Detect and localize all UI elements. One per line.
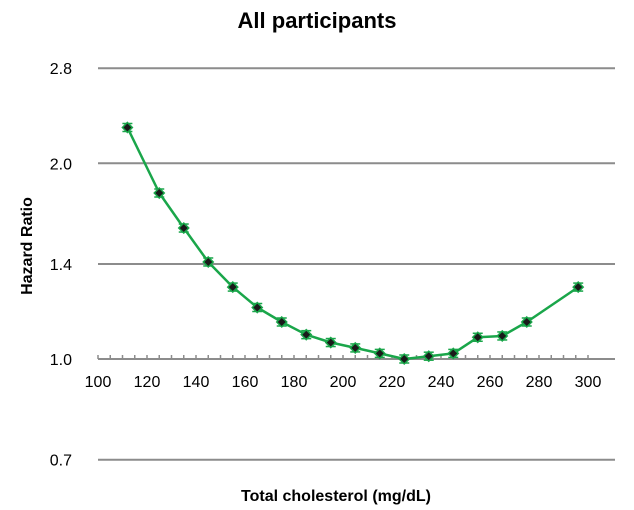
x-tick-label: 260 [477, 374, 504, 391]
series-line [126, 126, 579, 361]
gridlines [98, 67, 615, 461]
data-point [349, 341, 362, 354]
y-tick-labels: 0.7 1.0 1.4 2.0 2.8 [50, 61, 72, 469]
data-point [520, 315, 533, 329]
x-tick-label: 280 [526, 374, 553, 391]
data-point [177, 221, 190, 235]
chart-title: All participants [237, 8, 397, 33]
data-point [202, 255, 215, 269]
data-point [496, 329, 509, 343]
x-tick-label: 100 [85, 374, 112, 391]
x-tick-label: 220 [379, 374, 406, 391]
data-point [422, 350, 435, 363]
x-tick-label: 200 [330, 374, 357, 391]
data-point [447, 347, 460, 360]
data-point [471, 331, 484, 344]
x-tick-labels: 100 120 140 160 180 200 220 240 260 280 300 [85, 374, 602, 391]
y-tick-label: 2.0 [50, 156, 72, 173]
x-tick-label: 300 [575, 374, 602, 391]
data-markers [121, 121, 585, 366]
x-tick-label: 180 [281, 374, 308, 391]
data-point [572, 281, 585, 294]
x-tick-label: 240 [428, 374, 455, 391]
x-tick-label: 120 [134, 374, 161, 391]
x-tick-label: 140 [183, 374, 210, 391]
x-axis-title: Total cholesterol (mg/dL) [241, 488, 431, 505]
series-line-path [126, 126, 579, 361]
data-point [373, 347, 386, 360]
data-point [226, 281, 239, 294]
data-point [275, 315, 288, 329]
x-axis [97, 355, 589, 359]
y-tick-label: 1.4 [50, 257, 72, 274]
data-point [398, 352, 411, 366]
data-point [324, 336, 337, 349]
data-point [251, 301, 264, 314]
data-point [300, 328, 313, 341]
y-tick-label: 2.8 [50, 61, 72, 78]
data-point [153, 186, 166, 200]
y-tick-label: 0.7 [50, 453, 72, 470]
data-point [121, 121, 134, 134]
y-axis-title: Hazard Ratio [19, 197, 36, 295]
x-tick-label: 160 [232, 374, 259, 391]
y-tick-label: 1.0 [50, 352, 72, 369]
